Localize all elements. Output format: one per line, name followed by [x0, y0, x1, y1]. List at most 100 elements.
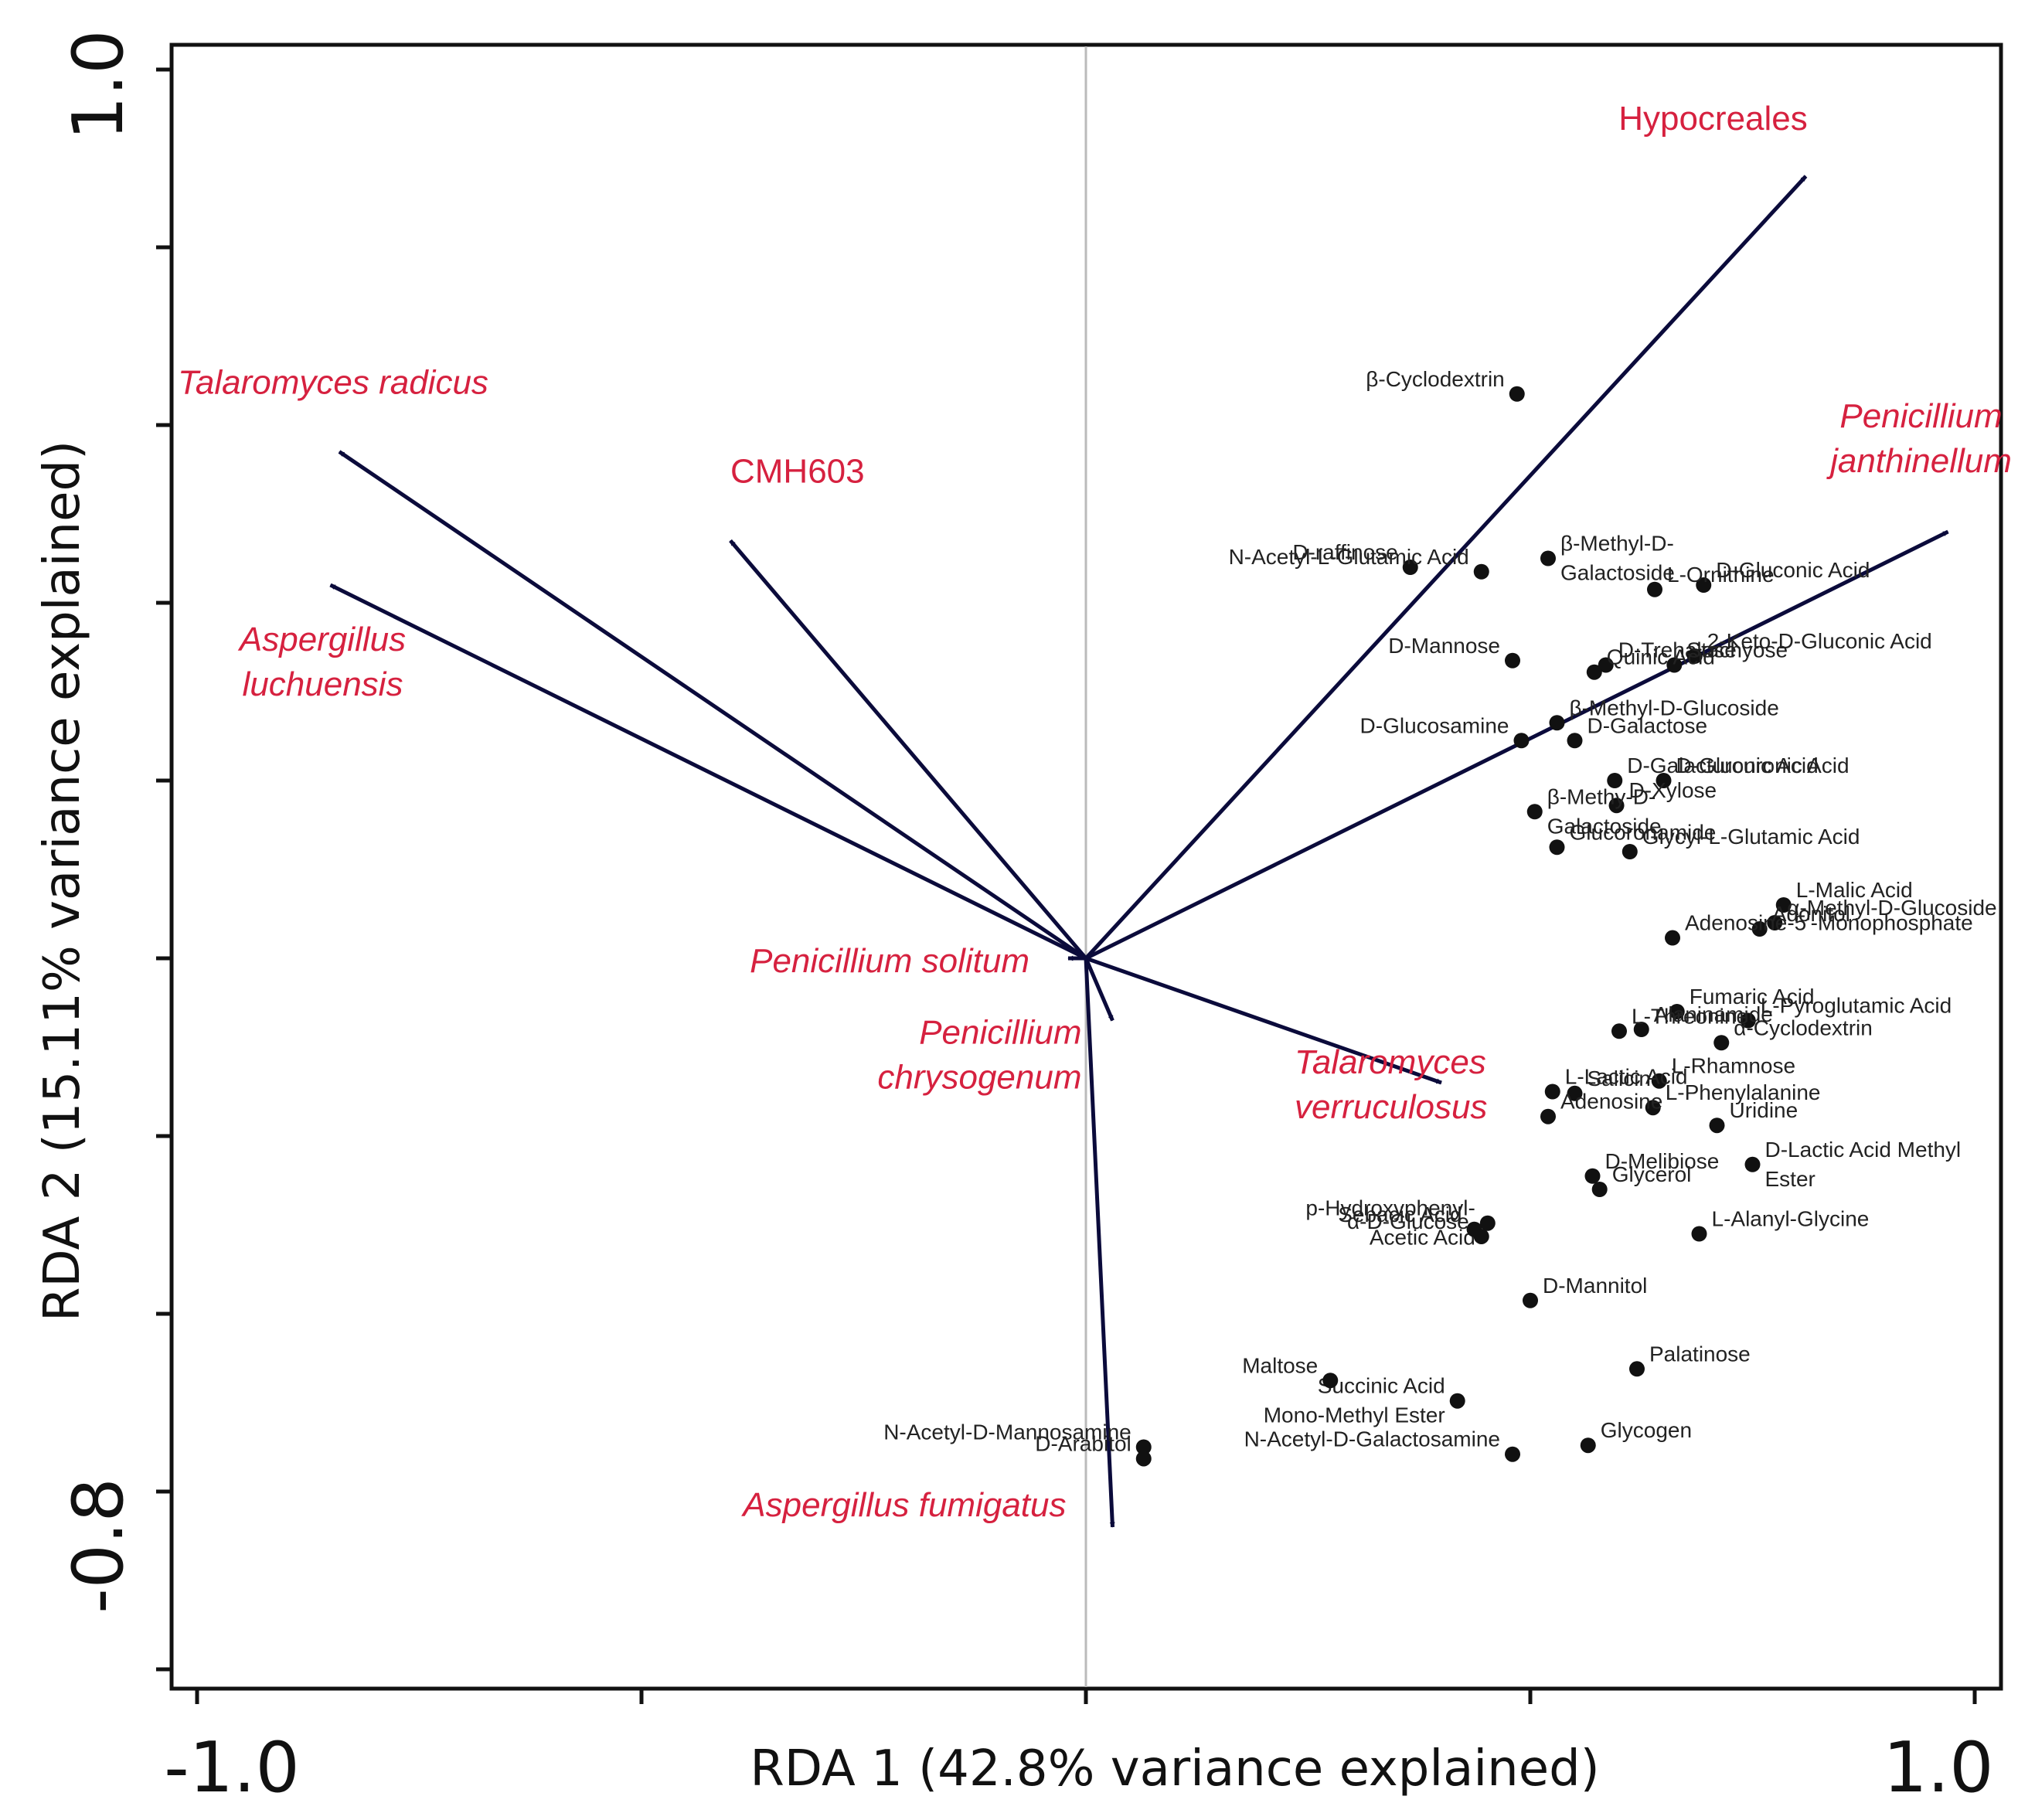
point-d-mannose [1505, 652, 1520, 668]
point-label-fumaric-acid: Fumaric Acid [1690, 985, 1815, 1009]
x-tick-label-min: -1.0 [164, 1727, 300, 1808]
arrow-aspergillus-luchuensis [329, 583, 1087, 961]
point-label-maltose: Maltose [1242, 1353, 1318, 1377]
points-layer: β-Cyclodextrin β-Methyl-D-Galactoside D-ra… [883, 367, 1997, 1467]
point-p-hydroxyphenyl-acetic-acid [1479, 1215, 1496, 1231]
point-label-l-threonine: L-Threonine [1632, 1004, 1748, 1028]
point-glucoronamide [1549, 839, 1565, 856]
y-axis-title: RDA 2 (15.11% variance explained) [34, 441, 91, 1322]
point-d-xylose [1608, 798, 1625, 814]
point-label-d-arabitol: D-Arabitol [1035, 1431, 1131, 1455]
point-label-adenosine-5-monophosphate: Adenosine-5'-Monophosphate [1685, 911, 1973, 935]
arrow-hypocreales [1084, 175, 1808, 960]
point-label-glycogen: Glycogen [1601, 1418, 1692, 1442]
point-l-ornithine [1647, 581, 1662, 597]
point-label-salicin: Salicin [1588, 1066, 1651, 1090]
point-glycyl-l-glutamic-acid [1622, 844, 1638, 859]
point-label-d-melibiose: D-Melibiose [1605, 1149, 1720, 1173]
point-label-uridine: Uridine [1730, 1098, 1798, 1122]
point-d-galactose [1567, 733, 1583, 749]
point-2-keto-d-gluconic-acid [1686, 648, 1703, 664]
point-label-d-glucuronic-acid: D-Glucuronic Acid [1676, 754, 1850, 777]
point-label-methyl-d-galactoside: β-Methyl-D-Galactoside [1560, 532, 1675, 585]
point-label-d-gluconic-acid: D-Gluconic Acid [1716, 558, 1870, 582]
arrow-label-aspergillus-fumigatus: Aspergillus fumigatus [740, 1486, 1066, 1524]
point-d-glucose [1473, 1228, 1489, 1244]
point-l-alanyl-glycine [1691, 1226, 1707, 1242]
point-label-methyl-d-glucoside: β-Methyl-D-Glucoside [1570, 696, 1779, 719]
point-adonitol [1751, 921, 1768, 937]
point-l-phenylalanine [1645, 1100, 1661, 1116]
point-cyclodextrin [1713, 1035, 1730, 1051]
point-d-lactic-acid-methyl-ester [1744, 1156, 1761, 1172]
point-label-2-keto-d-gluconic-acid: 2-Keto-D-Gluconic Acid [1707, 629, 1932, 653]
point-l-rhamnose [1651, 1073, 1667, 1089]
point-d-raffinose [1402, 560, 1418, 575]
point-n-acetyl-l-glutamic-acid [1473, 563, 1489, 580]
point-label-methyl-d-glucoside: α-Methyl-D-Glucoside [1787, 896, 1996, 920]
point-label-l-rhamnose: L-Rhamnose [1672, 1054, 1795, 1078]
point-glycogen [1580, 1437, 1596, 1454]
point-palatinose [1629, 1361, 1645, 1377]
point-label-d-xylose: D-Xylose [1629, 778, 1717, 802]
point-d-trehalose [1598, 657, 1614, 673]
arrow-label-penicillium-chrysogenum: Penicillium chrysogenum [877, 1014, 1081, 1097]
point-fumaric-acid [1669, 1004, 1685, 1019]
arrow-label-hypocreales: Hypocreales [1618, 100, 1808, 138]
point-l-threonine [1611, 1023, 1627, 1039]
point-label-glycyl-l-glutamic-acid: Glycyl-L-Glutamic Acid [1642, 825, 1860, 849]
arrow-talaromyces-verruculosus [1085, 956, 1442, 1085]
arrow-aspergillus-fumigatus [1084, 958, 1115, 1528]
point-d-mannitol [1523, 1292, 1538, 1308]
point-cyclodextrin [1509, 386, 1525, 402]
point-label-l-pyroglutamic-acid: L-Pyroglutamic Acid [1761, 994, 1952, 1018]
point-n-acetyl-d-galactosamine [1505, 1446, 1520, 1462]
point-label-glucoronamide: Glucoronamide [1570, 820, 1717, 844]
x-axis-title: RDA 1 (42.8% variance explained) [750, 1740, 1599, 1798]
point-label-n-acetyl-d-mannosamine: N-Acetyl-D-Mannosamine [883, 1420, 1132, 1444]
point-l-malic-acid [1775, 897, 1792, 913]
y-tick-label-min: -0.8 [58, 1478, 139, 1614]
point-label-adonitol: Adonitol [1772, 902, 1850, 926]
point-l-lactic-acid [1544, 1083, 1560, 1100]
point-succinic-acid-mono-methyl-ester [1449, 1393, 1465, 1409]
point-label-d-raffinose: D-raffinose [1292, 540, 1397, 564]
point-label-palatinose: Palatinose [1649, 1342, 1751, 1366]
arrows-layer [329, 175, 1949, 1528]
point-d-glucosamine [1513, 733, 1530, 749]
arrow-label-talaromyces-verruculosus: Talaromyces verruculosus [1295, 1043, 1487, 1126]
point-label-d-galacturonic-acid: D-Galacturonic Acid [1627, 754, 1818, 777]
point-glycerol [1591, 1182, 1608, 1197]
point-label-sebacic-acid: Sebacic Acid [1338, 1203, 1462, 1226]
y-tick-label-max: 1.0 [58, 29, 139, 140]
labels-layer: Hypocreales Penicillium janthinellum Talaro… [178, 100, 2012, 1524]
x-axis-ticks [195, 1689, 1977, 1704]
point-methyl-d-galactoside [1540, 550, 1556, 566]
point-d-arabitol [1135, 1451, 1152, 1467]
y-axis-ticks [156, 67, 172, 1672]
point-label-stachyose: Stachyose [1686, 638, 1788, 662]
arrow-label-talaromyces-radicus: Talaromyces radicus [178, 364, 488, 402]
point-label-cyclodextrin: α-Cyclodextrin [1734, 1015, 1873, 1039]
point-label-l-alanyl-glycine: L-Alanyl-Glycine [1712, 1207, 1870, 1231]
point-l-pyroglutamic-acid [1740, 1012, 1756, 1029]
arrow-label-penicillium-janthinellum: Penicillium janthinellum [1826, 397, 2012, 480]
point-quinic-acid [1586, 664, 1602, 680]
point-label-alaninamide: Alaninamide [1654, 1002, 1773, 1026]
point-adenosine [1540, 1108, 1556, 1124]
point-label-d-galactose: D-Galactose [1588, 713, 1708, 737]
point-label-glycerol: Glycerol [1612, 1162, 1692, 1186]
point-d-galacturonic-acid [1607, 773, 1623, 788]
point-n-acetyl-d-mannosamine [1135, 1439, 1152, 1455]
point-label-l-malic-acid: L-Malic Acid [1796, 878, 1913, 902]
point-label-l-phenylalanine: L-Phenylalanine [1666, 1080, 1821, 1104]
point-uridine [1709, 1118, 1725, 1134]
point-label-d-mannose: D-Mannose [1388, 634, 1500, 658]
arrow-label-cmh603: CMH603 [730, 453, 865, 491]
point-label-d-lactic-acid-methyl-ester: D-Lactic Acid Methyl Ester [1765, 1138, 1962, 1191]
arrow-talaromyces-radicus [338, 450, 1087, 961]
arrow-label-aspergillus-luchuensis: Aspergillus luchuensis [237, 621, 406, 703]
point-adenosine-5-monophosphate [1665, 930, 1680, 946]
point-label-cyclodextrin: β-Cyclodextrin [1366, 367, 1504, 391]
